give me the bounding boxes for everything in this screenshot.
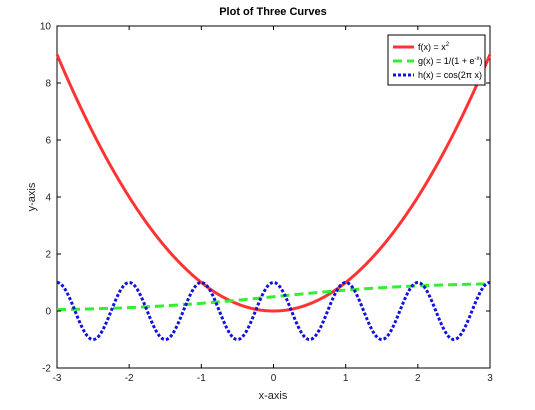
x-axis-title: x-axis: [259, 390, 288, 402]
y-tick-label: 10: [40, 22, 52, 33]
x-tick-label: 1: [343, 373, 349, 384]
x-tick-label: 2: [415, 373, 421, 384]
x-tick-label: -3: [53, 373, 62, 384]
y-tick-label: 6: [45, 136, 51, 147]
y-tick-label: -2: [42, 364, 51, 375]
legend: f(x) = x2 g(x) = 1/(1 + e-x) h(x) = cos(2π…: [387, 34, 486, 86]
chart-title: Plot of Three Curves: [219, 6, 327, 18]
curves: [55, 53, 492, 341]
legend-box: [387, 34, 486, 86]
legend-label-2: g(x) = 1/(1 + e-x): [418, 56, 483, 66]
legend-label-3: h(x) = cos(2π x): [418, 70, 482, 80]
x-tick-label: -2: [125, 373, 134, 384]
series-line-1: [55, 53, 492, 313]
series-line-2: [56, 282, 491, 312]
series-line-3: [56, 281, 491, 341]
x-tick-label: 0: [271, 373, 277, 384]
y-tick-label: 0: [45, 307, 51, 318]
x-tick-label: -1: [197, 373, 206, 384]
y-tick-label: 4: [45, 193, 51, 204]
y-tick-label: 8: [45, 79, 51, 90]
y-tick-label: 2: [45, 250, 51, 261]
y-axis-title: y-axis: [26, 182, 38, 211]
x-tick-label: 3: [487, 373, 493, 384]
legend-label-1: f(x) = x2: [418, 42, 450, 52]
